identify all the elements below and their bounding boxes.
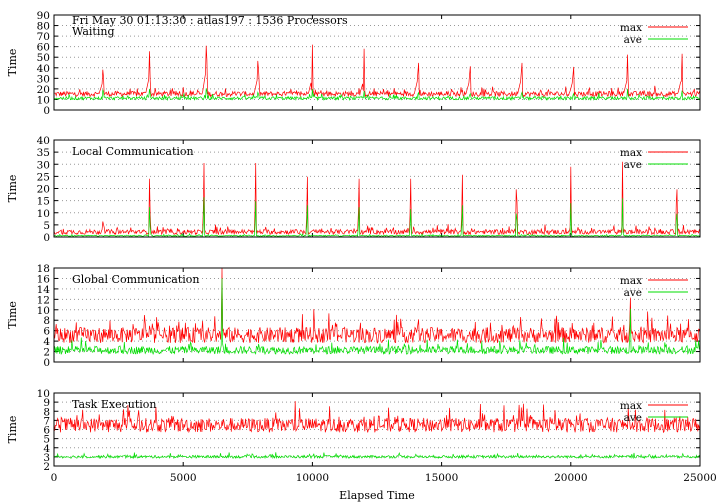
y-axis-label: Time [6,416,19,444]
y-tick-label: 25 [37,171,50,183]
x-tick-label: 0 [51,472,58,484]
legend-label-ave: ave [624,287,642,299]
series-ave-line [53,88,701,102]
series-max-line [53,267,701,344]
x-tick-label: 25000 [683,472,716,484]
legend-label-max: max [620,400,642,412]
y-tick-label: 3 [43,452,50,464]
y-tick-label: 50 [37,52,50,64]
plot-frame [53,14,701,111]
plot-frame [53,267,701,363]
y-tick-label: 5 [43,220,50,232]
panel-title: Task Execution [72,398,156,411]
y-tick-label: 6 [43,425,50,437]
legend-label-ave: ave [624,159,642,171]
y-axis-label: Time [6,175,19,203]
y-tick-label: 0 [43,232,50,244]
series-max-line [53,161,701,236]
y-tick-label: 2 [43,347,50,359]
y-tick-label: 40 [37,63,50,75]
y-tick-label: 90 [37,10,50,22]
y-tick-label: 6 [43,326,50,338]
y-tick-label: 8 [43,406,50,418]
y-tick-label: 0 [43,105,50,117]
y-tick-label: 30 [37,159,50,171]
plot-frame [53,392,701,467]
y-axis-label: Time [6,301,19,329]
legend-label-max: max [620,147,642,159]
y-tick-label: 4 [43,336,50,348]
y-tick-label: 10 [37,388,50,400]
x-axis-label: Elapsed Time [339,489,415,502]
y-tick-label: 18 [37,263,50,275]
y-tick-label: 10 [37,208,50,220]
figure-header: Fri May 30 01:13:30 : atlas197 : 1536 Pr… [72,14,348,27]
y-tick-label: 30 [37,73,50,85]
y-tick-label: 14 [37,284,51,296]
panel-title: Waiting [72,25,115,38]
series-ave-line [53,278,701,356]
y-tick-label: 12 [37,294,50,306]
x-tick-label: 20000 [554,472,587,484]
y-tick-label: 2 [43,461,50,473]
legend-label-ave: ave [624,412,642,424]
x-tick-label: 5000 [170,472,197,484]
y-tick-label: 5 [43,434,50,446]
y-tick-label: 20 [37,84,50,96]
series-ave-line [53,197,701,238]
legend-label-ave: ave [624,34,642,46]
legend-label-max: max [620,22,642,34]
y-tick-label: 40 [37,135,50,147]
series-ave-line [53,452,701,460]
y-tick-label: 7 [43,415,50,427]
x-tick-label: 10000 [296,472,329,484]
y-tick-label: 10 [37,94,50,106]
y-tick-label: 60 [37,42,50,54]
y-tick-label: 0 [43,357,50,369]
panel-title: Global Communication [72,273,200,286]
panel-title: Local Communication [72,145,194,158]
y-tick-label: 8 [43,315,50,327]
y-tick-label: 4 [43,443,50,455]
x-tick-label: 15000 [425,472,458,484]
series-max-line [53,44,701,98]
series-max-line [53,401,701,434]
y-tick-label: 9 [43,397,50,409]
chart-panels: 0102030405060708090maxaveWaitingTime0510… [6,10,717,484]
legend-label-max: max [620,275,642,287]
y-tick-label: 70 [37,31,50,43]
y-tick-label: 16 [37,273,51,285]
y-tick-label: 80 [37,21,50,33]
plot-frame [53,139,701,238]
y-tick-label: 20 [37,184,50,196]
y-tick-label: 10 [37,305,50,317]
y-tick-label: 35 [37,147,50,159]
y-tick-label: 15 [37,196,50,208]
y-axis-label: Time [6,49,19,77]
